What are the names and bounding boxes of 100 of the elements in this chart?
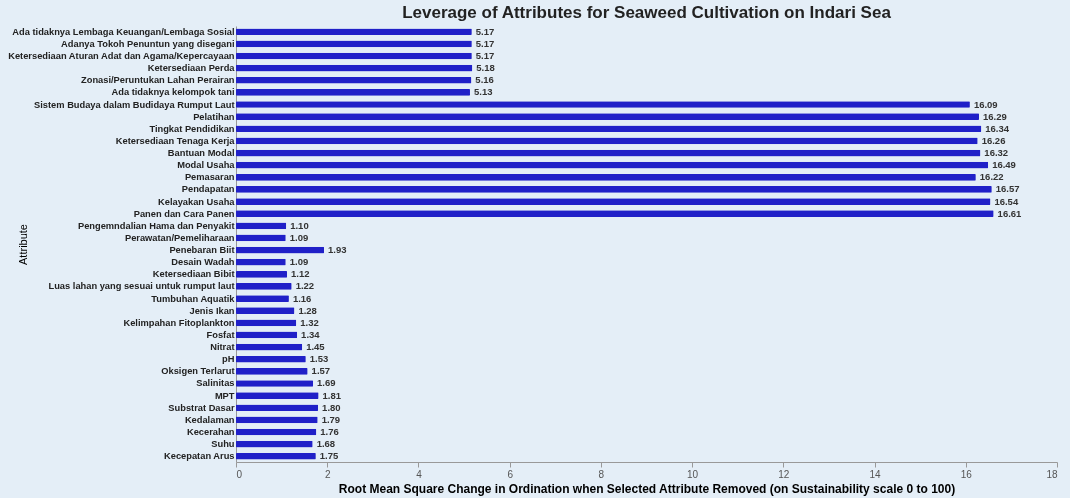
y-tick-label: Kecepatan Arus bbox=[164, 451, 235, 462]
bar bbox=[236, 40, 472, 48]
bar bbox=[236, 125, 982, 133]
data-label: 1.09 bbox=[289, 256, 309, 268]
data-label: 1.32 bbox=[300, 316, 319, 328]
y-tick-label: Ketersediaan Bibit bbox=[152, 269, 235, 280]
y-tick-label: Kelayakan Usaha bbox=[158, 196, 236, 207]
y-tick-label: Modal Usaha bbox=[177, 160, 236, 171]
bar bbox=[236, 89, 470, 96]
y-tick-label: Tingkat Pendidikan bbox=[149, 123, 235, 134]
bar bbox=[236, 343, 303, 351]
data-label: 16.29 bbox=[983, 110, 1007, 122]
y-axis-title: Attribute bbox=[16, 224, 29, 265]
bar bbox=[236, 198, 991, 205]
y-tick-label: Oksigen Terlarut bbox=[161, 366, 235, 377]
data-label: 1.76 bbox=[320, 425, 339, 437]
y-tick-label: Salinitas bbox=[196, 378, 235, 389]
data-label: 16.34 bbox=[985, 122, 1010, 134]
bar bbox=[236, 113, 979, 120]
y-tick-label: Desain Wadah bbox=[171, 257, 235, 268]
data-label: 5.13 bbox=[473, 86, 493, 98]
x-tick-label: 8 bbox=[598, 468, 605, 480]
chart-title: Leverage of Attributes for Seaweed Cultivation on Indari Sea bbox=[402, 3, 892, 22]
x-tick-label: 14 bbox=[869, 468, 882, 480]
y-tick-label: Pendapatan bbox=[181, 184, 235, 195]
y-tick-label: Luas lahan yang sesuai untuk rumput laut bbox=[48, 281, 235, 292]
data-label: 1.69 bbox=[317, 377, 336, 389]
y-tick-label: Substrat Dasar bbox=[168, 402, 235, 413]
x-tick-label: 2 bbox=[324, 468, 331, 480]
x-tick-label: 18 bbox=[1046, 468, 1058, 480]
y-tick-label: Ketersediaan Tenaga Kerja bbox=[115, 135, 236, 146]
data-label: 1.09 bbox=[289, 231, 309, 243]
bar bbox=[236, 137, 978, 145]
bar bbox=[236, 161, 989, 169]
y-tick-label: MPT bbox=[214, 390, 235, 401]
data-label: 16.49 bbox=[992, 159, 1016, 171]
data-label: 1.80 bbox=[322, 401, 341, 413]
y-tick-label: Panen dan Cara Panen bbox=[133, 208, 235, 219]
data-label: 1.93 bbox=[328, 244, 347, 256]
bar bbox=[236, 28, 472, 36]
x-tick-label: 10 bbox=[687, 468, 699, 480]
x-tick-label: 16 bbox=[960, 468, 973, 480]
y-tick-label: Adanya Tokoh Penuntun yang disegani bbox=[61, 38, 235, 49]
bar bbox=[236, 246, 325, 254]
data-label: 5.17 bbox=[475, 50, 495, 62]
y-tick-label: Suhu bbox=[211, 439, 235, 450]
data-label: 1.68 bbox=[316, 438, 336, 450]
x-tick-label: 0 bbox=[236, 468, 243, 480]
bar bbox=[236, 52, 472, 60]
bar bbox=[236, 64, 473, 72]
data-label: 1.45 bbox=[306, 341, 326, 353]
y-tick-label: Perawatan/Pemeliharaan bbox=[124, 232, 235, 243]
y-tick-label: Bantuan Modal bbox=[167, 148, 235, 159]
data-label: 16.26 bbox=[981, 134, 1006, 146]
y-tick-label: Pelatihan bbox=[193, 111, 235, 122]
y-tick-label: Ada tidaknya kelompok tani bbox=[111, 87, 235, 98]
data-label: 16.32 bbox=[984, 147, 1009, 159]
y-tick-label: Kelimpahan Fitoplankton bbox=[123, 317, 235, 328]
y-tick-label: Pemasaran bbox=[184, 172, 235, 183]
data-label: 1.75 bbox=[319, 450, 340, 462]
data-label: 5.17 bbox=[475, 25, 495, 37]
y-tick-label: Ketersediaan Perda bbox=[147, 63, 236, 74]
data-label: 16.54 bbox=[994, 195, 1019, 207]
y-tick-label: Zonasi/Peruntukan Lahan Perairan bbox=[81, 75, 235, 86]
data-label: 1.10 bbox=[290, 219, 309, 231]
y-tick-label: Penebaran Biit bbox=[169, 245, 235, 256]
y-tick-label: Kecerahan bbox=[186, 426, 235, 437]
y-tick-label: Tumbuhan Aquatik bbox=[151, 293, 236, 304]
y-tick-label: Kedalaman bbox=[184, 414, 235, 425]
data-label: 16.61 bbox=[997, 207, 1023, 219]
bar bbox=[236, 186, 992, 193]
y-tick-label: Nitrat bbox=[210, 342, 235, 353]
data-label: 1.12 bbox=[291, 268, 310, 280]
data-label: 1.34 bbox=[301, 328, 321, 340]
bar bbox=[236, 210, 994, 218]
bar bbox=[236, 149, 981, 157]
y-tick-label: Sistem Budaya dalam Budidaya Rumput Laut bbox=[34, 99, 235, 110]
bar bbox=[236, 76, 472, 84]
data-label: 1.81 bbox=[322, 389, 342, 401]
x-tick-label: 4 bbox=[416, 468, 423, 480]
data-label: 5.16 bbox=[475, 74, 494, 86]
data-label: 16.09 bbox=[973, 98, 998, 110]
y-tick-label: Ketersediaan Aturan Adat dan Agama/Kepercayaan bbox=[8, 51, 235, 62]
data-label: 1.28 bbox=[298, 304, 317, 316]
y-tick-label: Pengemndalian Hama dan Penyakit bbox=[77, 220, 235, 231]
data-label: 16.22 bbox=[979, 171, 1004, 183]
data-label: 1.53 bbox=[309, 353, 329, 365]
y-tick-label: Jenis Ikan bbox=[189, 305, 235, 316]
y-tick-label: Ada tidaknya Lembaga Keuangan/Lembaga Sosial bbox=[12, 26, 235, 37]
data-label: 1.22 bbox=[295, 280, 315, 292]
x-axis-title: Root Mean Square Change in Ordination when Selected Attribute Removed (on Sustainability scale 0 to 100) bbox=[338, 481, 956, 496]
y-tick-label: pH bbox=[222, 354, 235, 365]
y-tick-label: Fosfat bbox=[206, 329, 235, 340]
bar bbox=[236, 173, 976, 181]
data-label: 1.16 bbox=[292, 292, 312, 304]
data-label: 1.79 bbox=[321, 413, 341, 425]
x-tick-label: 6 bbox=[507, 468, 514, 480]
x-tick-label: 12 bbox=[778, 468, 790, 480]
data-label: 5.17 bbox=[475, 37, 495, 49]
data-label: 5.18 bbox=[476, 62, 495, 74]
